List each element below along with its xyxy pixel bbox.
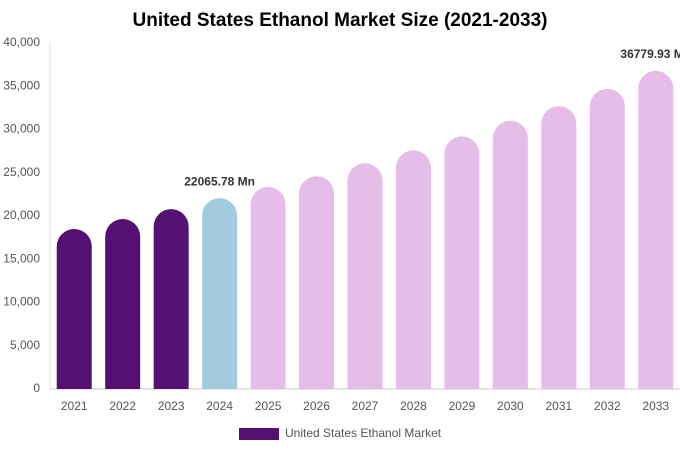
bar bbox=[492, 120, 528, 390]
bar bbox=[56, 228, 92, 389]
bar bbox=[250, 187, 286, 389]
x-tick-label: 2028 bbox=[400, 399, 427, 413]
x-tick-label: 2033 bbox=[642, 399, 669, 413]
y-tick-label: 20,000 bbox=[3, 208, 40, 222]
x-tick-label: 2022 bbox=[109, 399, 136, 413]
y-tick-label: 25,000 bbox=[3, 165, 40, 179]
legend-label: United States Ethanol Market bbox=[285, 426, 442, 440]
y-tick-label: 40,000 bbox=[3, 35, 40, 49]
x-tick-label: 2032 bbox=[594, 399, 621, 413]
bar bbox=[541, 106, 577, 389]
y-tick-label: 0 bbox=[33, 381, 40, 395]
x-tick-label: 2031 bbox=[545, 399, 572, 413]
bar bbox=[153, 209, 189, 389]
x-tick-label: 2026 bbox=[303, 399, 330, 413]
x-tick-label: 2023 bbox=[158, 399, 185, 413]
bar bbox=[299, 176, 335, 389]
x-tick-label: 2024 bbox=[206, 399, 233, 413]
y-tick-label: 10,000 bbox=[3, 295, 40, 309]
legend-swatch bbox=[239, 428, 279, 440]
value-label: 36779.93 Mn bbox=[620, 47, 680, 61]
bar bbox=[395, 150, 431, 389]
bar bbox=[444, 136, 480, 389]
y-tick-label: 30,000 bbox=[3, 122, 40, 136]
bar bbox=[638, 70, 674, 389]
y-tick-label: 35,000 bbox=[3, 78, 40, 92]
y-tick-label: 15,000 bbox=[3, 251, 40, 265]
x-tick-label: 2029 bbox=[449, 399, 476, 413]
bar bbox=[105, 219, 141, 389]
bar bbox=[347, 163, 383, 389]
x-tick-label: 2021 bbox=[61, 399, 88, 413]
x-tick-label: 2030 bbox=[497, 399, 524, 413]
y-tick-label: 5,000 bbox=[10, 338, 40, 352]
value-label: 22065.78 Mn bbox=[184, 174, 255, 188]
x-tick-label: 2025 bbox=[255, 399, 282, 413]
x-tick-label: 2027 bbox=[352, 399, 379, 413]
bar bbox=[202, 198, 238, 389]
bar bbox=[589, 88, 625, 389]
chart-title: United States Ethanol Market Size (2021-… bbox=[133, 10, 548, 31]
